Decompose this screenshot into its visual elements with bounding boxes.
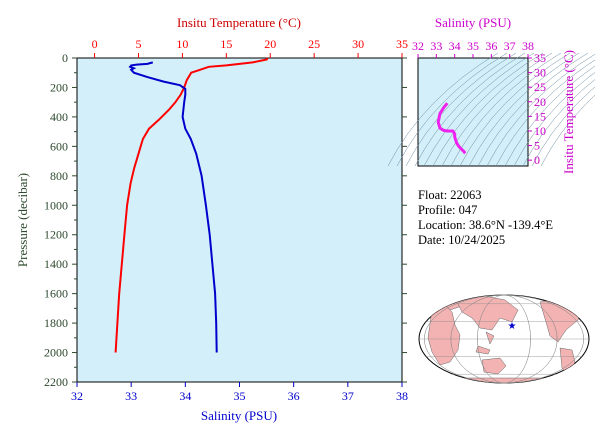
density-contour — [405, 52, 517, 167]
density-contour — [495, 59, 595, 167]
density-contour — [468, 52, 580, 167]
map-meridian — [424, 294, 584, 384]
salinity-tick-label: 33 — [125, 389, 137, 403]
ts-salinity-tick-label: 32 — [412, 39, 424, 53]
ts-temperature-tick-label: 0 — [534, 153, 540, 167]
ts-salinity-tick-label: 33 — [430, 39, 442, 53]
date-label: Date: 10/24/2025 — [418, 233, 506, 247]
density-contour — [414, 52, 526, 167]
density-contour — [441, 52, 553, 167]
ts-salinity-tick-label: 36 — [485, 39, 497, 53]
float-label: Float: 22063 — [418, 188, 482, 202]
salinity-axis-title: Salinity (PSU) — [201, 408, 277, 423]
density-contour — [522, 79, 595, 167]
profile-info: Float: 22063 Profile: 047 Location: 38.6… — [418, 188, 553, 248]
map-graticule — [419, 294, 589, 384]
pressure-tick-label: 1000 — [44, 198, 68, 212]
temperature-tick-label: 20 — [264, 37, 276, 51]
ts-curve — [436, 102, 467, 155]
density-contour — [477, 52, 589, 167]
ts-temperature-axis-title: Insitu Temperature (°C) — [561, 50, 576, 174]
pressure-tick-label: 200 — [50, 80, 68, 94]
density-contour — [396, 52, 508, 167]
ts-temperature-tick-label: 20 — [534, 95, 546, 109]
pressure-axis-title: Pressure (decibar) — [15, 173, 30, 267]
temperature-tick-label: 15 — [220, 37, 232, 51]
pressure-tick-label: 1200 — [44, 228, 68, 242]
pressure-tick-label: 0 — [62, 51, 68, 65]
ts-temperature-tick-label: 10 — [534, 124, 546, 138]
density-contour — [450, 52, 562, 167]
temperature-tick-label: 5 — [135, 37, 141, 51]
main-axis-ticks — [72, 53, 407, 387]
density-contour — [459, 52, 571, 167]
ts-temperature-tick-label: 30 — [534, 66, 546, 80]
pressure-tick-label: 2200 — [44, 375, 68, 389]
ts-axis-ticks — [417, 54, 532, 161]
temperature-profile-line — [114, 57, 269, 353]
density-contour — [432, 52, 544, 167]
ts-salinity-tick-label: 38 — [522, 39, 534, 53]
density-contour — [540, 94, 595, 167]
density-contours — [387, 52, 595, 167]
pressure-tick-label: 1600 — [44, 287, 68, 301]
temperature-tick-label: 25 — [308, 37, 320, 51]
main-profile-chart: 0 5 10 15 20 25 30 35 32 33 34 35 36 37 38 0 200 400 600 80… — [15, 15, 408, 423]
ts-salinity-tick-label: 34 — [449, 39, 461, 53]
density-contour — [423, 52, 535, 167]
salinity-tick-label: 32 — [71, 389, 83, 403]
temperature-tick-label: 35 — [396, 37, 408, 51]
pressure-tick-label: 2000 — [44, 346, 68, 360]
density-contour — [486, 53, 595, 167]
density-contour — [513, 72, 595, 167]
salinity-tick-label: 36 — [288, 389, 300, 403]
pressure-tick-label: 800 — [50, 169, 68, 183]
salinity-tick-label: 37 — [342, 389, 354, 403]
pressure-tick-label: 1400 — [44, 257, 68, 271]
ts-salinity-tick-label: 35 — [467, 39, 479, 53]
ts-temperature-tick-label: 15 — [534, 109, 546, 123]
ts-temperature-tick-label: 35 — [534, 51, 546, 65]
main-axis-tick-labels: 0 5 10 15 20 25 30 35 32 33 34 35 36 37 38 0 200 400 600 80… — [44, 37, 408, 403]
ts-salinity-axis-title: Salinity (PSU) — [435, 15, 511, 30]
density-contour — [387, 52, 499, 167]
salinity-profile-line — [128, 61, 218, 353]
profile-label: Profile: 047 — [418, 203, 478, 217]
temperature-axis-title: Insitu Temperature (°C) — [177, 15, 301, 30]
float-location-marker: ★ — [508, 321, 517, 332]
ts-temperature-tick-label: 25 — [534, 80, 546, 94]
pressure-tick-label: 400 — [50, 110, 68, 124]
salinity-tick-label: 35 — [234, 389, 246, 403]
ts-temperature-tick-label: 5 — [534, 139, 540, 153]
location-label: Location: 38.6°N -139.4°E — [418, 218, 553, 232]
temperature-tick-label: 0 — [92, 37, 98, 51]
main-plot-area — [76, 57, 403, 383]
world-map: ★ — [418, 294, 590, 384]
pressure-tick-label: 600 — [50, 139, 68, 153]
pressure-tick-label: 1800 — [44, 316, 68, 330]
temperature-tick-label: 10 — [176, 37, 188, 51]
ts-salinity-tick-label: 37 — [504, 39, 516, 53]
salinity-tick-label: 38 — [396, 389, 408, 403]
density-contour — [504, 65, 595, 167]
density-contour — [531, 86, 595, 167]
temperature-tick-label: 30 — [352, 37, 364, 51]
salinity-tick-label: 34 — [179, 389, 191, 403]
